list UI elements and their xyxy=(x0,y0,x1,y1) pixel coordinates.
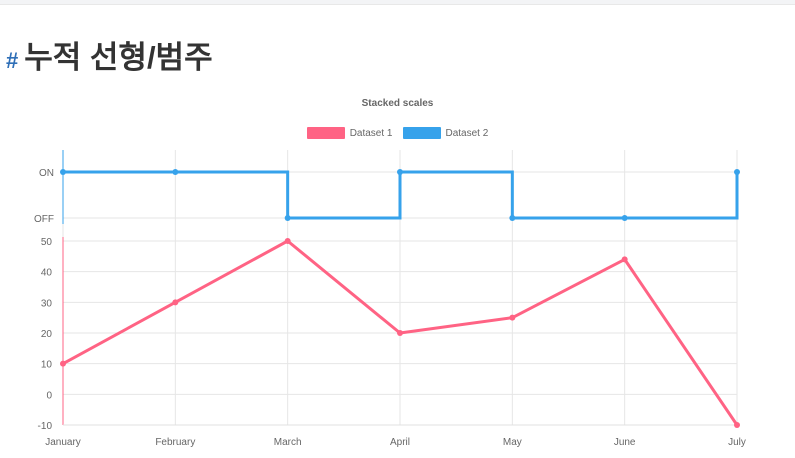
legend-swatch-dataset-1 xyxy=(306,127,345,139)
heading-anchor-link[interactable]: # xyxy=(6,48,19,73)
point-dataset-1-march xyxy=(284,238,291,244)
y-tick-label-off: OFF xyxy=(34,214,54,225)
legend-label-dataset-2: Dataset 2 xyxy=(445,127,489,139)
page-heading: # 누적 선형/범주 xyxy=(6,32,213,77)
y-tick-label-10: 10 xyxy=(41,360,53,371)
legend-swatch-dataset-2 xyxy=(402,127,441,139)
x-tick-label-april: April xyxy=(390,437,410,448)
point-dataset-2-march xyxy=(284,215,291,221)
point-dataset-2-july xyxy=(734,169,740,175)
y-tick-label-50: 50 xyxy=(41,237,53,248)
y-tick-label-20: 20 xyxy=(41,329,53,340)
page-title: 누적 선형/범주 xyxy=(24,40,213,75)
point-dataset-2-june xyxy=(621,215,628,221)
point-dataset-1-may xyxy=(509,314,516,321)
x-tick-label-march: March xyxy=(274,437,302,448)
point-dataset-2-january xyxy=(60,169,66,175)
y-tick-label--10: -10 xyxy=(38,421,53,432)
point-dataset-1-january xyxy=(60,360,66,367)
chart-legend: Dataset 1 Dataset 2 xyxy=(0,127,795,139)
point-dataset-1-february xyxy=(172,299,179,306)
legend-label-dataset-1: Dataset 1 xyxy=(349,127,393,139)
point-dataset-1-april xyxy=(397,330,403,336)
x-tick-label-july: July xyxy=(728,437,746,448)
y-tick-label-30: 30 xyxy=(41,298,53,309)
point-dataset-2-may xyxy=(509,215,516,221)
point-dataset-1-june xyxy=(621,256,628,263)
y-tick-label-on: ON xyxy=(39,168,54,179)
legend-item-dataset-1[interactable]: Dataset 1 xyxy=(306,127,393,139)
point-dataset-2-february xyxy=(172,169,179,175)
y-tick-label-40: 40 xyxy=(41,268,53,279)
x-tick-label-may: May xyxy=(503,437,522,448)
top-divider xyxy=(0,0,795,5)
x-tick-label-june: June xyxy=(614,437,636,448)
point-dataset-2-april xyxy=(397,169,403,175)
x-tick-label-january: January xyxy=(45,437,81,448)
series-line-dataset-2 xyxy=(63,170,739,220)
y-tick-label-0: 0 xyxy=(46,390,52,401)
point-dataset-1-july xyxy=(734,422,740,428)
x-tick-label-february: February xyxy=(155,437,195,448)
chart-title: Stacked scales xyxy=(361,98,434,109)
legend-item-dataset-2[interactable]: Dataset 2 xyxy=(402,127,489,139)
